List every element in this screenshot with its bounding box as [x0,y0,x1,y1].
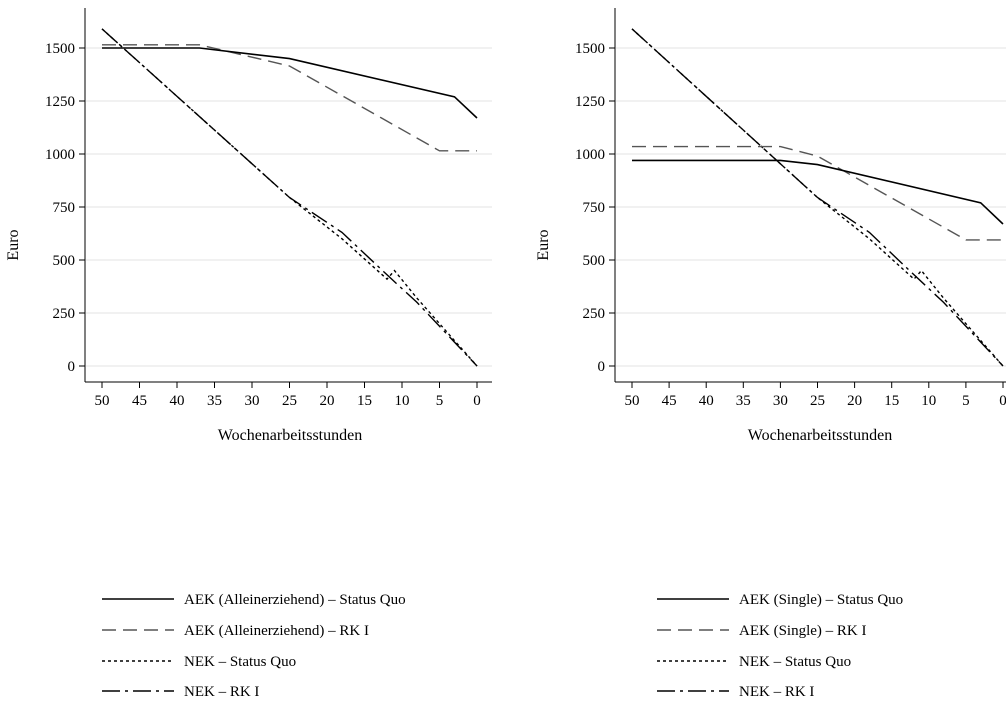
right-x-tick-label-20: 20 [847,393,862,409]
right-x-tick-label-15: 15 [884,393,899,409]
right-x-tick-label-0: 0 [999,393,1006,409]
left-x-tick-label-10: 10 [395,393,410,409]
left-x-tick-label-20: 20 [320,393,335,409]
right-x-tick-label-10: 10 [921,393,936,409]
right-y-tick-label-750: 750 [583,200,606,216]
right-series-line-1 [632,145,1003,241]
right-y-tick-label-250: 250 [583,306,606,322]
right-x-axis-title: Wochenarbeitsstunden [748,427,892,444]
left-y-tick-label-250: 250 [53,306,76,322]
left-x-tick-label-30: 30 [245,393,260,409]
left-legend-label-3: NEK – RK I [184,684,259,700]
right-y-tick-label-500: 500 [583,253,606,269]
right-y-tick-label-1250: 1250 [575,94,605,110]
left-y-axis-title: Euro [5,229,22,260]
left-x-axis-title: Wochenarbeitsstunden [218,427,362,444]
right-x-tick-label-30: 30 [773,393,788,409]
right-y-tick-label-1000: 1000 [575,147,605,163]
left-series-line-0 [102,47,478,119]
left-x-tick-label-0: 0 [473,393,481,409]
left-x-tick-label-40: 40 [170,393,185,409]
right-x-tick-label-50: 50 [625,393,640,409]
left-legend-label-0: AEK (Alleinerziehend) – Status Quo [184,592,406,608]
right-x-tick-label-5: 5 [962,393,970,409]
right-x-tick-label-35: 35 [736,393,751,409]
right-y-axis-title: Euro [535,229,552,260]
left-y-tick-label-500: 500 [53,253,76,269]
right-legend-label-0: AEK (Single) – Status Quo [739,592,903,608]
left-legend-label-2: NEK – Status Quo [184,654,296,670]
left-x-tick-label-45: 45 [132,393,147,409]
right-y-tick-label-1500: 1500 [575,41,605,57]
right-legend-label-1: AEK (Single) – RK I [739,623,867,639]
left-y-tick-label-1500: 1500 [45,41,75,57]
left-x-tick-label-5: 5 [436,393,444,409]
left-x-tick-label-35: 35 [207,393,222,409]
left-x-tick-label-15: 15 [357,393,372,409]
right-legend-label-2: NEK – Status Quo [739,654,851,670]
right-x-tick-label-45: 45 [662,393,677,409]
left-x-tick-label-50: 50 [95,393,110,409]
right-series-line-3 [631,28,1004,367]
right-y-tick-label-0: 0 [598,359,606,375]
left-y-tick-label-1250: 1250 [45,94,75,110]
right-x-tick-label-40: 40 [699,393,714,409]
left-legend-label-1: AEK (Alleinerziehend) – RK I [184,623,369,639]
left-y-tick-label-750: 750 [53,200,76,216]
right-legend-label-3: NEK – RK I [739,684,814,700]
right-x-tick-label-25: 25 [810,393,825,409]
left-y-tick-label-1000: 1000 [45,147,75,163]
right-series-line-0 [632,159,1004,225]
left-x-tick-label-25: 25 [282,393,297,409]
left-series-line-2 [101,28,478,367]
left-y-tick-label-0: 0 [68,359,76,375]
left-series-line-1 [102,44,477,152]
